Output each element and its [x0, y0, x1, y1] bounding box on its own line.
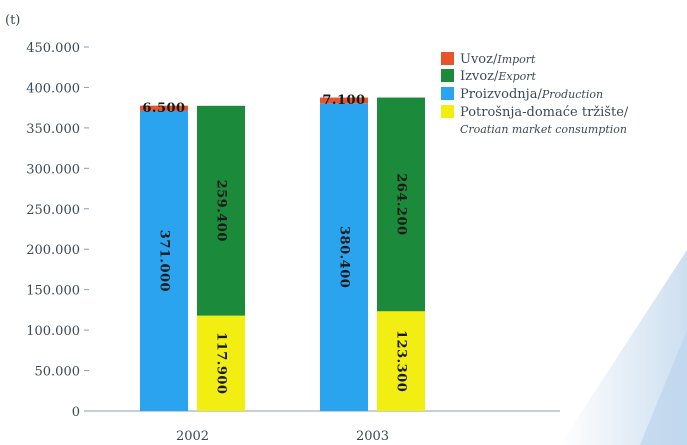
- data-label-export-2002: 259.400: [214, 180, 229, 242]
- bar-segment-export-2003: [377, 97, 425, 312]
- bar-segment-export-2002: [197, 105, 245, 316]
- legend-sublabel-import: Import: [496, 53, 536, 66]
- y-tick-label: 250.000: [26, 203, 80, 218]
- axis-layer: (t) 0 50.000 100.000 150.000 200.000 250.000 30…: [5, 13, 560, 444]
- x-tick-label: 2003: [356, 429, 389, 444]
- legend-swatch-export: [441, 69, 454, 82]
- legend-sublabel-export: Export: [497, 70, 536, 83]
- background-decoration-accent: [640, 330, 687, 445]
- data-label-consumption-2002: 117.900: [214, 332, 229, 394]
- data-label-export-2003: 264.200: [394, 173, 409, 235]
- bar-segment-production-2003: [320, 103, 368, 411]
- y-tick-label: 200.000: [26, 243, 80, 258]
- y-tick-label: 400.000: [26, 81, 80, 96]
- bar-segment-consumption-2002: [197, 315, 245, 411]
- legend-label-production: Proizvodnja/Production: [460, 87, 603, 102]
- legend-swatch-consumption: [441, 105, 454, 118]
- legend-swatch-import: [441, 52, 454, 65]
- data-label-import-2002: 6.500: [142, 101, 185, 116]
- bar-segment-consumption-2003: [377, 311, 425, 411]
- bar-segment-production-2002: [140, 110, 188, 411]
- y-tick-label: 150.000: [26, 284, 80, 299]
- data-label-import-2003: 7.100: [322, 93, 365, 108]
- data-label-production-2002: 371.000: [157, 230, 172, 292]
- y-tick-label: 50.000: [35, 365, 81, 380]
- y-tick-label: 300.000: [26, 162, 80, 177]
- legend: Uvoz/Import Izvoz/Export Proizvodnja/Produ…: [441, 52, 629, 136]
- legend-label-import: Uvoz/Import: [460, 52, 536, 67]
- legend-sublabel-production: Production: [541, 88, 603, 101]
- bar-segment-import-2002: [140, 105, 188, 111]
- legend-sublabel-consumption: Croatian market consumption: [460, 123, 627, 136]
- bars-layer: 371.000 6.500 117.900 259.400 380.400 7.100 12…: [140, 93, 425, 411]
- legend-label-export: Izvoz/Export: [460, 69, 537, 84]
- y-tick-label: 100.000: [26, 324, 80, 339]
- y-axis-unit-label: (t): [5, 13, 20, 28]
- data-label-consumption-2003: 123.300: [394, 330, 409, 392]
- legend-swatch-production: [441, 87, 454, 100]
- y-tick-label: 350.000: [26, 122, 80, 137]
- y-tick-label: 0: [72, 405, 80, 420]
- y-tick-label: 450.000: [26, 41, 80, 56]
- legend-label-consumption: Potrošnja-domaće tržište/: [460, 105, 629, 120]
- x-tick-label: 2002: [176, 429, 209, 444]
- bar-segment-import-2003: [320, 97, 368, 104]
- data-label-production-2003: 380.400: [337, 226, 352, 288]
- background-decoration: [560, 250, 687, 445]
